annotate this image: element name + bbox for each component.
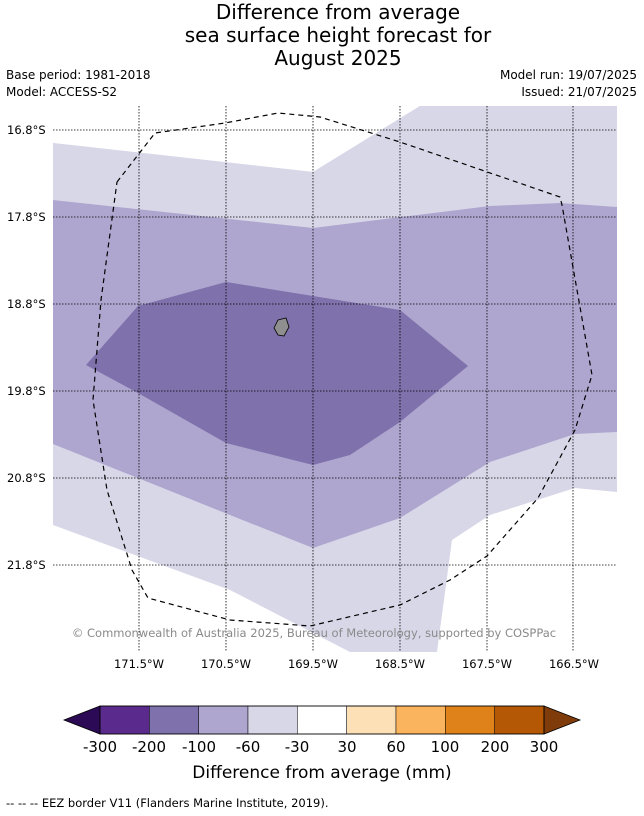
colorbar-high-arrow	[543, 705, 582, 735]
colorbar-label: -200	[132, 738, 166, 756]
gridlines	[53, 106, 617, 652]
lon-label: 169.5°W	[288, 657, 338, 671]
colorbar-title: Difference from average (mm)	[192, 763, 451, 783]
base-period: Base period: 1981-2018	[6, 68, 151, 82]
eez-border	[92, 112, 593, 627]
colorbar-label: -60	[236, 738, 261, 756]
colorbar-cell	[149, 705, 199, 735]
colorbar-cell	[346, 705, 397, 735]
issued-date: Issued: 21/07/2025	[521, 85, 637, 99]
colorbar-label: -100	[182, 738, 216, 756]
lat-label: 17.8°S	[7, 210, 46, 224]
colorbar-label: 200	[481, 738, 510, 756]
title-line-3: August 2025	[274, 46, 402, 70]
colorbar-cell	[395, 705, 446, 735]
copyright-text: © Commonwealth of Australia 2025, Bureau…	[72, 626, 556, 640]
lat-label: 16.8°S	[7, 123, 46, 137]
meta-right: Model run: 19/07/2025 Issued: 21/07/2025	[500, 67, 637, 101]
colorbar-labels: -300 -200 -100 -60 -30 30 60 100 200 300	[83, 738, 558, 756]
colorbar-label: -300	[83, 738, 117, 756]
title-line-1: Difference from average	[215, 0, 461, 24]
colorbar-cell	[247, 705, 298, 735]
model-run: Model run: 19/07/2025	[499, 68, 637, 82]
colorbar-label: 300	[530, 738, 559, 756]
colorbar-cell	[445, 705, 495, 735]
lat-label: 20.8°S	[7, 471, 46, 485]
title-line-2: sea surface height forecast for	[184, 23, 492, 47]
contour-neutral-bottom-right	[437, 488, 617, 652]
colorbar-low-arrow	[62, 705, 101, 735]
contour-minus30-lower	[53, 106, 617, 192]
footer-note: -- -- -- EEZ border V11 (Flanders Marine…	[6, 796, 329, 810]
lat-label: 19.8°S	[7, 384, 46, 398]
colorbar	[62, 705, 582, 735]
contour-minus100	[86, 282, 468, 465]
colorbar-cell	[198, 705, 249, 735]
meta-left: Base period: 1981-2018 Model: ACCESS-S2	[6, 67, 151, 101]
lat-labels: 16.8°S 17.8°S 18.8°S 19.8°S 20.8°S 21.8°…	[7, 123, 46, 572]
lat-label: 18.8°S	[7, 297, 46, 311]
colorbar-cells	[99, 705, 545, 735]
lat-label: 21.8°S	[7, 558, 46, 572]
colorbar-label: 30	[337, 738, 356, 756]
colorbar-label: 100	[431, 738, 460, 756]
contour-fields	[53, 106, 617, 652]
lon-label: 168.5°W	[375, 657, 425, 671]
colorbar-cell	[494, 705, 545, 735]
lon-label: 170.5°W	[201, 657, 251, 671]
model-name: Model: ACCESS-S2	[6, 85, 118, 99]
chart-title: Difference from average sea surface heig…	[0, 1, 644, 70]
lon-label: 167.5°W	[462, 657, 512, 671]
lon-label: 171.5°W	[114, 657, 164, 671]
lon-labels: 171.5°W 170.5°W 169.5°W 168.5°W 167.5°W …	[114, 657, 599, 671]
colorbar-label: 60	[386, 738, 405, 756]
colorbar-label: -30	[285, 738, 310, 756]
colorbar-cell	[297, 705, 347, 735]
colorbar-cell	[99, 705, 150, 735]
lon-label: 166.5°W	[549, 657, 599, 671]
island-niue	[273, 317, 290, 337]
colorbar-frame	[99, 705, 545, 735]
